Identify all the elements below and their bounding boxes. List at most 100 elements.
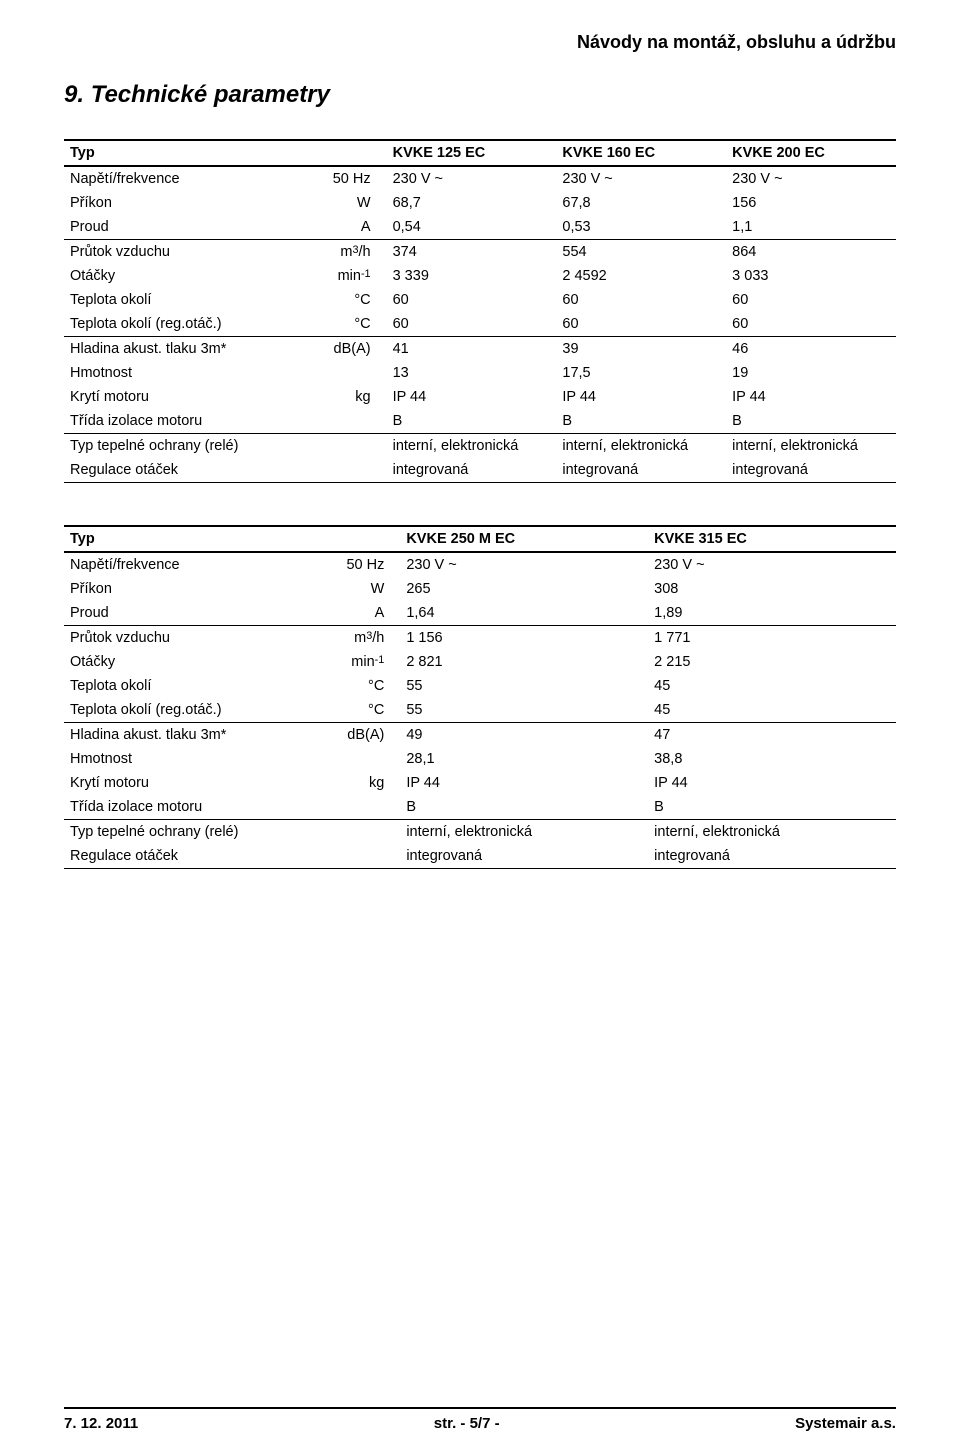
row-ochrany: Typ tepelné ochrany (relé) bbox=[64, 434, 302, 459]
section-number: 9. bbox=[64, 81, 84, 108]
unit-blank bbox=[312, 795, 401, 820]
cell: 67,8 bbox=[556, 191, 726, 215]
unit-dba: dB(A) bbox=[302, 337, 387, 362]
cell: IP 44 bbox=[648, 771, 896, 795]
unit-blank bbox=[312, 820, 401, 845]
row-ochrany: Typ tepelné ochrany (relé) bbox=[64, 820, 312, 845]
col-model-3: KVKE 200 EC bbox=[726, 140, 896, 166]
cell: 1,64 bbox=[400, 601, 648, 626]
cell: 1,89 bbox=[648, 601, 896, 626]
unit-blank bbox=[302, 458, 387, 483]
unit-blank bbox=[302, 434, 387, 459]
row-kryti: Krytí motoru bbox=[64, 385, 302, 409]
cell: interní, elektronická bbox=[400, 820, 648, 845]
unit-m3h: m3/h bbox=[312, 626, 401, 651]
unit-a: A bbox=[312, 601, 401, 626]
unit-blank bbox=[312, 844, 401, 869]
row-kryti: Krytí motoru bbox=[64, 771, 312, 795]
row-trida: Třída izolace motoru bbox=[64, 795, 312, 820]
col-typ: Typ bbox=[64, 140, 302, 166]
col-model-1: KVKE 250 M EC bbox=[400, 526, 648, 552]
cell: 156 bbox=[726, 191, 896, 215]
txt: /h bbox=[359, 244, 371, 260]
unit-hz: 50 Hz bbox=[302, 166, 387, 191]
cell: 45 bbox=[648, 674, 896, 698]
row-hladina: Hladina akust. tlaku 3m* bbox=[64, 337, 302, 362]
cell: 1 156 bbox=[400, 626, 648, 651]
cell: 0,54 bbox=[387, 215, 557, 240]
cell: 1 771 bbox=[648, 626, 896, 651]
txt: m bbox=[354, 630, 366, 646]
cell: IP 44 bbox=[556, 385, 726, 409]
cell: 230 V ~ bbox=[556, 166, 726, 191]
row-trida: Třída izolace motoru bbox=[64, 409, 302, 434]
row-teplota-reg: Teplota okolí (reg.otáč.) bbox=[64, 698, 312, 723]
cell: 864 bbox=[726, 240, 896, 265]
cell: 0,53 bbox=[556, 215, 726, 240]
cell: 2 4592 bbox=[556, 264, 726, 288]
unit-a: A bbox=[302, 215, 387, 240]
unit-degc: °C bbox=[302, 288, 387, 312]
row-prikon: Příkon bbox=[64, 577, 312, 601]
cell: 19 bbox=[726, 361, 896, 385]
cell: 60 bbox=[387, 288, 557, 312]
row-napeti: Napětí/frekvence bbox=[64, 166, 302, 191]
col-model-2: KVKE 315 EC bbox=[648, 526, 896, 552]
unit-blank bbox=[302, 409, 387, 434]
cell: B bbox=[556, 409, 726, 434]
cell: B bbox=[726, 409, 896, 434]
cell: 554 bbox=[556, 240, 726, 265]
cell: 3 033 bbox=[726, 264, 896, 288]
cell: 49 bbox=[400, 723, 648, 748]
unit-m3h: m3/h bbox=[302, 240, 387, 265]
txt: min bbox=[351, 654, 374, 670]
cell: B bbox=[387, 409, 557, 434]
cell: integrovaná bbox=[726, 458, 896, 483]
section-name: Technické parametry bbox=[91, 81, 330, 108]
row-otacky: Otáčky bbox=[64, 264, 302, 288]
cell: 3 339 bbox=[387, 264, 557, 288]
cell: 38,8 bbox=[648, 747, 896, 771]
txt: m bbox=[340, 244, 352, 260]
spec-table-2: Typ KVKE 250 M EC KVKE 315 EC Napětí/fre… bbox=[64, 525, 896, 869]
row-hmotnost: Hmotnost bbox=[64, 361, 302, 385]
cell: interní, elektronická bbox=[556, 434, 726, 459]
cell: 17,5 bbox=[556, 361, 726, 385]
col-model-1: KVKE 125 EC bbox=[387, 140, 557, 166]
row-teplota-reg: Teplota okolí (reg.otáč.) bbox=[64, 312, 302, 337]
col-typ: Typ bbox=[64, 526, 312, 552]
section-title: 9. Technické parametry bbox=[64, 81, 896, 109]
cell: IP 44 bbox=[400, 771, 648, 795]
cell: 60 bbox=[726, 312, 896, 337]
cell: 308 bbox=[648, 577, 896, 601]
cell: 47 bbox=[648, 723, 896, 748]
txt: min bbox=[338, 268, 361, 284]
unit-degc: °C bbox=[302, 312, 387, 337]
cell: interní, elektronická bbox=[726, 434, 896, 459]
row-napeti: Napětí/frekvence bbox=[64, 552, 312, 577]
unit-dba: dB(A) bbox=[312, 723, 401, 748]
unit-min: min-1 bbox=[312, 650, 401, 674]
cell: 374 bbox=[387, 240, 557, 265]
cell: 39 bbox=[556, 337, 726, 362]
cell: 230 V ~ bbox=[387, 166, 557, 191]
page-footer: 7. 12. 2011 str. - 5/7 - Systemair a.s. bbox=[64, 1407, 896, 1432]
unit-hz: 50 Hz bbox=[312, 552, 401, 577]
row-proud: Proud bbox=[64, 215, 302, 240]
cell: 41 bbox=[387, 337, 557, 362]
cell: 60 bbox=[387, 312, 557, 337]
row-otacky: Otáčky bbox=[64, 650, 312, 674]
spec-table-1: Typ KVKE 125 EC KVKE 160 EC KVKE 200 EC … bbox=[64, 139, 896, 483]
cell: 265 bbox=[400, 577, 648, 601]
row-prikon: Příkon bbox=[64, 191, 302, 215]
cell: integrovaná bbox=[556, 458, 726, 483]
unit-degc: °C bbox=[312, 698, 401, 723]
txt: /h bbox=[372, 630, 384, 646]
cell: integrovaná bbox=[387, 458, 557, 483]
cell: 45 bbox=[648, 698, 896, 723]
row-teplota: Teplota okolí bbox=[64, 288, 302, 312]
cell: 13 bbox=[387, 361, 557, 385]
cell: interní, elektronická bbox=[648, 820, 896, 845]
row-teplota: Teplota okolí bbox=[64, 674, 312, 698]
cell: integrovaná bbox=[648, 844, 896, 869]
